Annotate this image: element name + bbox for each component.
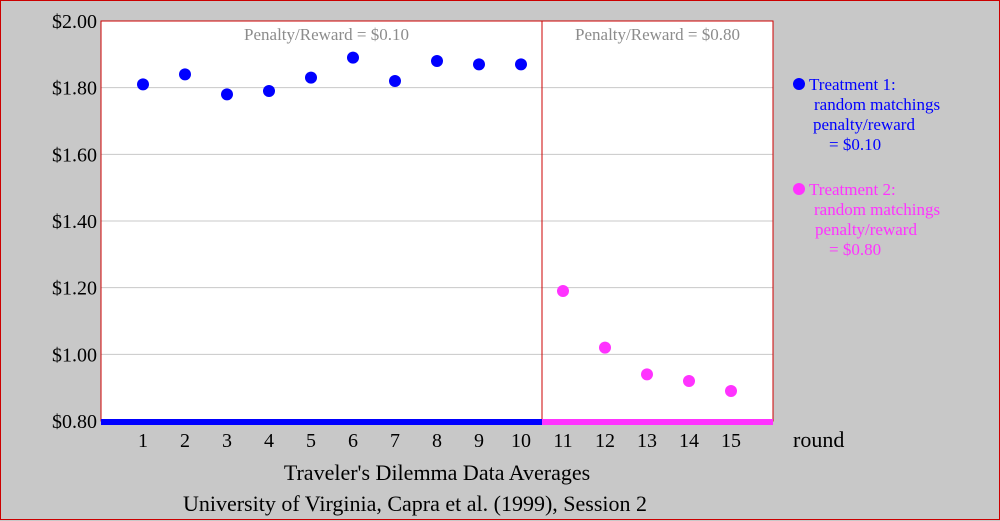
- x-tick-label: 11: [553, 430, 572, 452]
- x-tick-label: 12: [595, 430, 615, 452]
- x-tick-label: 2: [180, 430, 190, 452]
- x-tick-label: 14: [679, 430, 699, 452]
- legend-text-2: random matchings: [814, 200, 940, 219]
- panel-label: Penalty/Reward = $0.10: [244, 25, 409, 44]
- chart-caption-line-2: University of Virginia, Capra et al. (19…: [183, 491, 647, 516]
- legend-text-1: Treatment 1:: [809, 75, 896, 94]
- legend-marker-2: [793, 183, 805, 195]
- y-tick-label: $1.80: [52, 78, 97, 100]
- legend-text-1: = $0.10: [829, 135, 881, 154]
- data-point-series-2: [725, 385, 737, 397]
- panel-label: Penalty/Reward = $0.80: [575, 25, 740, 44]
- data-point-series-1: [263, 85, 275, 97]
- y-tick-label: $1.00: [52, 344, 97, 366]
- legend-text-2: Treatment 2:: [809, 180, 896, 199]
- chart-caption-line-1: Traveler's Dilemma Data Averages: [284, 460, 590, 485]
- data-point-series-1: [515, 58, 527, 71]
- legend-text-1: penalty/reward: [813, 115, 915, 134]
- legend-marker-1: [793, 78, 805, 90]
- data-point-series-1: [137, 78, 149, 91]
- y-tick-label: $1.20: [52, 278, 97, 300]
- y-tick-label: $2.00: [52, 11, 97, 33]
- data-point-series-1: [473, 58, 485, 71]
- x-tick-label: 10: [511, 430, 531, 452]
- legend-text-1: random matchings: [814, 95, 940, 114]
- data-point-series-2: [557, 285, 569, 297]
- x-tick-label: 9: [474, 430, 484, 452]
- x-tick-label: 4: [264, 430, 274, 452]
- x-tick-label: 1: [138, 430, 148, 452]
- y-tick-label: $1.60: [52, 144, 97, 166]
- y-tick-label: $1.40: [52, 211, 97, 233]
- data-point-series-1: [305, 71, 317, 84]
- y-tick-label: $0.80: [52, 411, 97, 433]
- legend-text-2: = $0.80: [829, 240, 881, 259]
- data-point-series-1: [179, 68, 191, 81]
- x-tick-label: 5: [306, 430, 316, 452]
- data-point-series-1: [221, 88, 233, 101]
- data-point-series-2: [599, 341, 611, 354]
- baseline-treatment-1: [101, 419, 542, 425]
- x-tick-label: 7: [390, 430, 400, 452]
- baseline-treatment-2: [542, 419, 773, 425]
- data-point-series-1: [389, 75, 401, 87]
- x-tick-label: 6: [348, 430, 358, 452]
- data-point-series-2: [641, 368, 653, 381]
- legend-text-2: penalty/reward: [815, 220, 917, 239]
- data-point-series-1: [431, 55, 443, 67]
- data-point-series-1: [347, 51, 359, 64]
- x-axis-label: round: [793, 427, 844, 452]
- x-tick-label: 15: [721, 430, 741, 452]
- data-point-series-2: [683, 375, 695, 387]
- x-tick-label: 13: [637, 430, 657, 452]
- x-tick-label: 3: [222, 430, 232, 452]
- x-tick-label: 8: [432, 430, 442, 452]
